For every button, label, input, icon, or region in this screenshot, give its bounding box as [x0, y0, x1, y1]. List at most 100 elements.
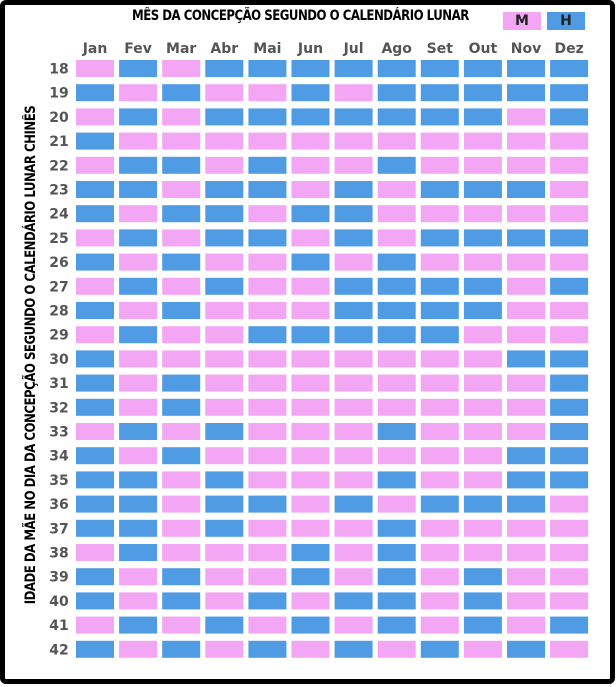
heatmap-cell — [162, 423, 201, 440]
heatmap-cell — [119, 640, 158, 658]
heatmap-cell — [162, 544, 201, 561]
y-tick-label: 23 — [49, 183, 68, 199]
heatmap-cell — [334, 181, 373, 198]
heatmap-cell — [550, 544, 589, 561]
heatmap-cell — [550, 132, 589, 150]
heatmap-cell — [463, 616, 502, 634]
heatmap-cell — [248, 277, 287, 295]
heatmap-cell — [119, 519, 158, 537]
heatmap-cell — [377, 519, 416, 537]
heatmap-cell — [420, 277, 459, 295]
heatmap-cell — [334, 350, 373, 368]
heatmap-cell — [463, 519, 502, 537]
heatmap-cell — [550, 302, 589, 319]
heatmap-cell — [334, 229, 373, 247]
heatmap-cell — [550, 108, 589, 126]
heatmap-cell — [377, 447, 416, 465]
heatmap-cell — [205, 495, 244, 513]
y-tick-label: 35 — [49, 473, 68, 489]
y-tick-label: 18 — [49, 62, 68, 78]
heatmap-cell — [334, 519, 373, 537]
heatmap-cell — [291, 60, 330, 77]
heatmap-cell — [334, 108, 373, 126]
heatmap-cell — [291, 181, 330, 198]
heatmap-cell — [119, 277, 158, 295]
heatmap-cell — [76, 568, 114, 586]
heatmap-cell — [76, 398, 114, 416]
y-tick-label: 36 — [49, 497, 68, 513]
heatmap-cell — [377, 471, 416, 489]
y-tick-label: 20 — [49, 110, 69, 126]
heatmap-cell — [291, 544, 330, 561]
heatmap-cell — [463, 277, 502, 295]
heatmap-cell — [162, 374, 201, 392]
heatmap-cell — [162, 326, 201, 344]
heatmap-cell — [162, 277, 201, 295]
y-tick-label: 30 — [49, 352, 69, 368]
x-tick-label: Mar — [166, 41, 196, 57]
heatmap-cell — [334, 156, 373, 174]
heatmap-cell — [119, 447, 158, 465]
heatmap-cell — [291, 471, 330, 489]
legend-item-h: H — [547, 12, 585, 30]
y-tick-label: 40 — [49, 594, 69, 610]
heatmap-cell — [550, 423, 589, 440]
heatmap-cell — [119, 471, 158, 489]
heatmap-cell — [119, 374, 158, 392]
heatmap-cell — [420, 495, 459, 513]
heatmap-cell — [334, 374, 373, 392]
heatmap-cell — [420, 374, 459, 392]
heatmap-cell — [420, 229, 459, 247]
heatmap-cell — [248, 640, 287, 658]
heatmap-cell — [463, 495, 502, 513]
heatmap-cell — [291, 229, 330, 247]
heatmap-cell — [205, 205, 244, 223]
heatmap-cell — [507, 423, 545, 440]
heatmap-cell — [334, 423, 373, 440]
heatmap-cell — [377, 205, 416, 223]
heatmap-cell — [162, 60, 201, 77]
y-tick-label: 31 — [49, 376, 68, 392]
heatmap-cell — [463, 108, 502, 126]
heatmap-cell — [507, 181, 545, 198]
heatmap-cell — [420, 253, 459, 271]
heatmap-cell — [420, 471, 459, 489]
heatmap-cell — [76, 108, 114, 126]
heatmap-cell — [162, 181, 201, 198]
heatmap-cell — [377, 423, 416, 440]
heatmap-cell — [205, 302, 244, 319]
heatmap-cell — [334, 326, 373, 344]
heatmap-cell — [550, 471, 589, 489]
heatmap-cell — [248, 350, 287, 368]
heatmap-cell — [463, 181, 502, 198]
x-tick-label: Mai — [253, 41, 281, 57]
x-tick-label: Jan — [82, 41, 108, 57]
heatmap-cell — [119, 132, 158, 150]
heatmap-cell — [162, 616, 201, 634]
heatmap-cell — [162, 302, 201, 319]
heatmap-cell — [377, 156, 416, 174]
heatmap-cell — [76, 229, 114, 247]
heatmap-cell — [507, 84, 545, 102]
x-tick-label: Abr — [210, 41, 238, 57]
heatmap-cell — [291, 568, 330, 586]
heatmap-cell — [463, 84, 502, 102]
heatmap-cell — [377, 84, 416, 102]
heatmap-cell — [463, 423, 502, 440]
heatmap-cell — [248, 229, 287, 247]
heatmap-cell — [76, 326, 114, 344]
heatmap-cell — [334, 205, 373, 223]
heatmap-cell — [420, 84, 459, 102]
heatmap-cell — [550, 519, 589, 537]
heatmap-cell — [334, 277, 373, 295]
heatmap-cell — [119, 326, 158, 344]
heatmap-cell — [76, 132, 114, 150]
heatmap-cell — [205, 350, 244, 368]
heatmap-cell — [377, 326, 416, 344]
y-tick-label: 26 — [49, 255, 68, 271]
heatmap-cell — [550, 398, 589, 416]
heatmap-cell — [291, 302, 330, 319]
heatmap-cell — [76, 60, 114, 77]
y-tick-label: 32 — [49, 400, 68, 416]
